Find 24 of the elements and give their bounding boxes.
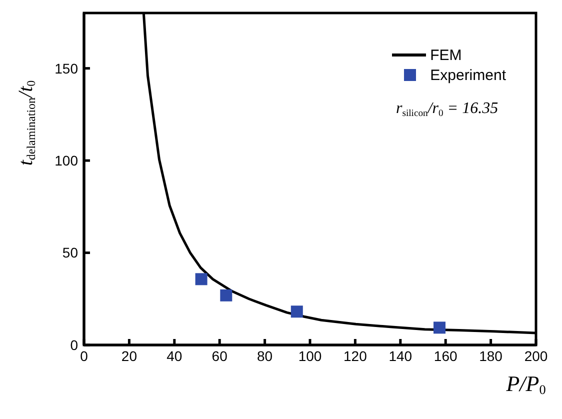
y-tick-label: 100 [54, 152, 78, 169]
y-tick-label: 0 [70, 336, 78, 353]
x-tick-label: 200 [524, 348, 548, 364]
x-tick-label: 140 [388, 348, 412, 364]
x-tick-label: 180 [479, 348, 503, 364]
x-tick-label: 100 [298, 348, 322, 364]
x-tick-label: 0 [80, 348, 88, 364]
x-tick-label: 80 [257, 348, 273, 364]
point [195, 273, 208, 286]
line-series [142, 13, 536, 334]
x-tick-label: 120 [344, 348, 368, 364]
point [220, 289, 232, 302]
y-tick-label: 150 [54, 60, 78, 76]
legend-label: FEM [430, 46, 462, 64]
y-tick-label: 50 [62, 244, 78, 261]
x-axis-title: P/P$_{0}$ [505, 371, 546, 398]
x-tick-label: 60 [212, 348, 228, 364]
x-tick-label: 40 [166, 348, 182, 364]
annotation: r$_{silicon}$/r$_{0}$ = 16.35 [396, 100, 498, 118]
legend-label: Experiment [430, 66, 506, 84]
x-tick-label: 20 [121, 348, 138, 364]
point [434, 322, 446, 334]
point [290, 306, 303, 318]
x-tick-label: 160 [434, 348, 458, 364]
